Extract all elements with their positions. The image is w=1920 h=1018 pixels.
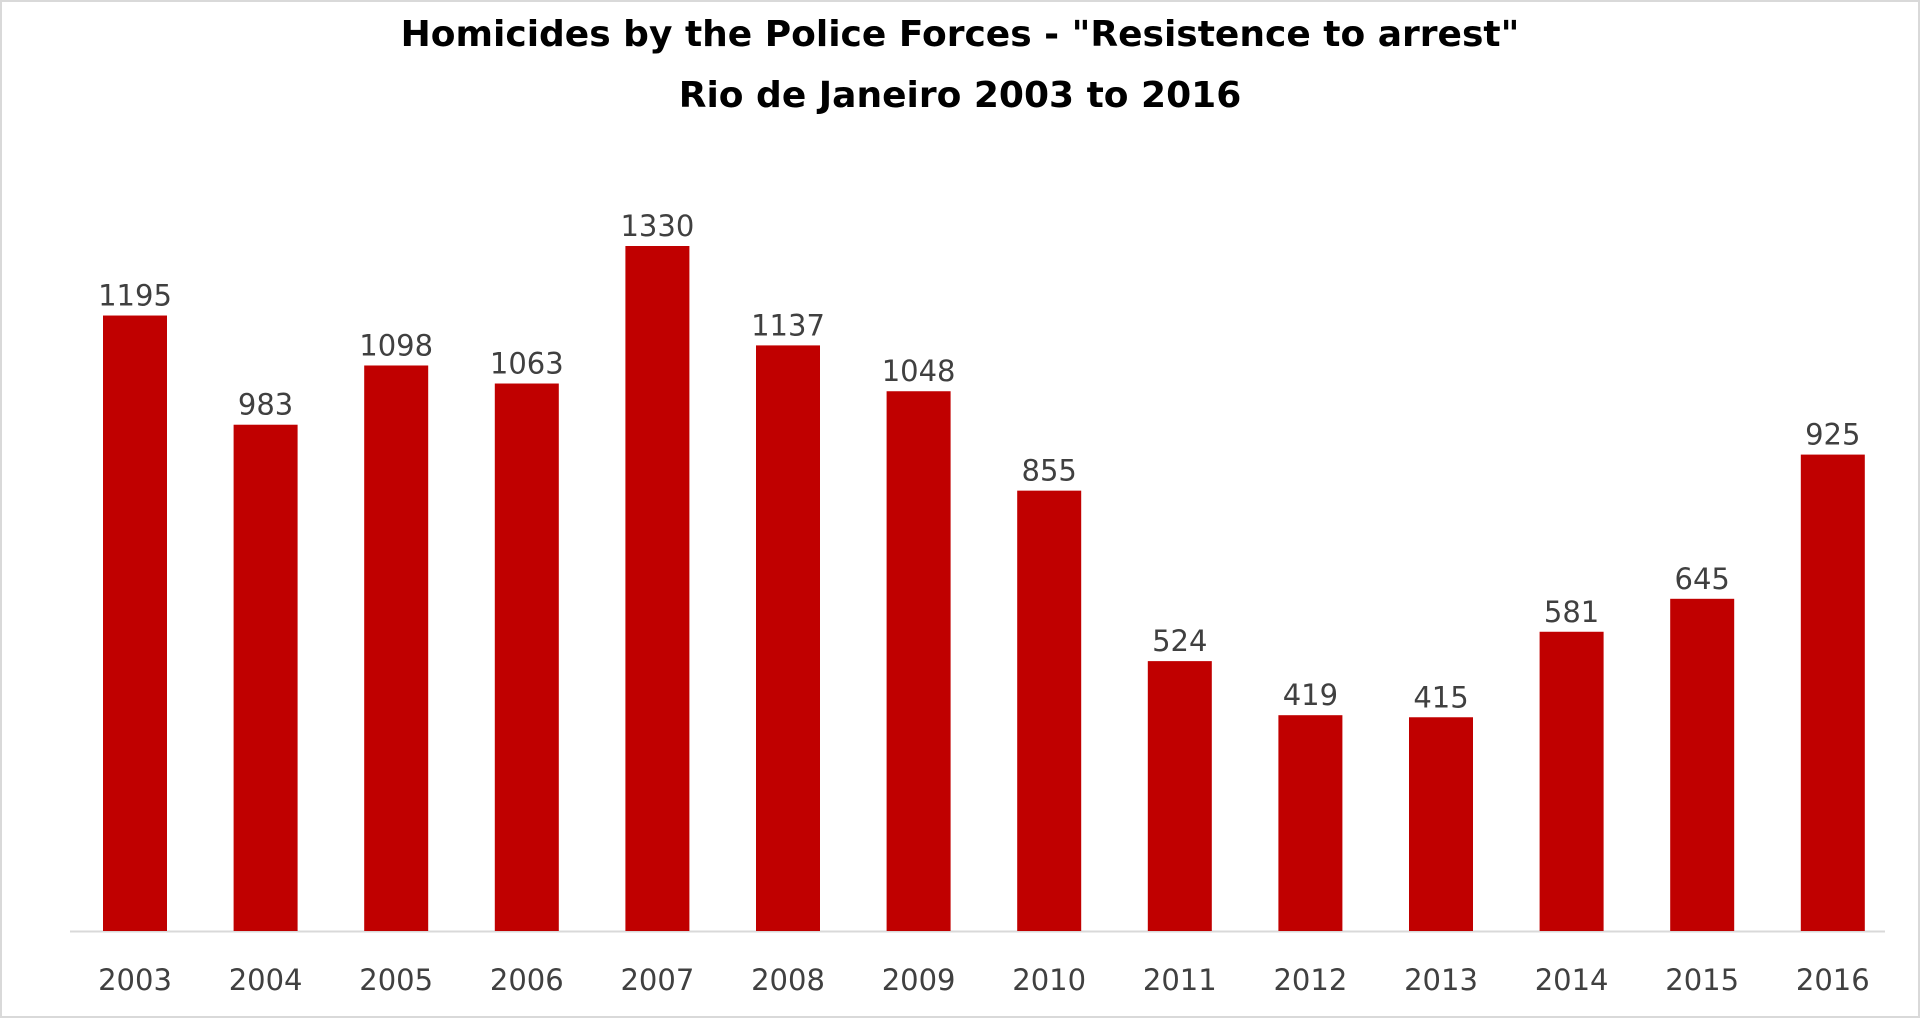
x-tick-label-2013: 2013 [1404, 963, 1478, 997]
bar-2011 [1147, 661, 1212, 931]
bar-2005 [364, 365, 429, 931]
bar-2013 [1409, 717, 1473, 931]
x-tick-label-2008: 2008 [751, 963, 825, 997]
chart-subtitle: Rio de Janeiro 2003 to 2016 [678, 75, 1242, 116]
chart-title: Homicides by the Police Forces - "Resist… [400, 14, 1520, 55]
bar-2003 [103, 315, 167, 931]
x-tick-label-2010: 2010 [1012, 963, 1086, 997]
data-label-2008: 1137 [751, 308, 825, 342]
x-tick-label-2016: 2016 [1796, 963, 1870, 997]
bar-2006 [494, 383, 559, 932]
data-label-2010: 855 [1022, 454, 1077, 488]
bar-2009 [886, 391, 951, 931]
bar-2016 [1800, 454, 1865, 931]
bar-2015 [1670, 598, 1735, 931]
bar-2004 [233, 424, 298, 931]
data-label-2014: 581 [1544, 595, 1599, 629]
data-label-2007: 1330 [620, 209, 694, 243]
bar-2012 [1278, 715, 1343, 931]
data-label-2016: 925 [1805, 418, 1860, 452]
bar-2008 [756, 345, 820, 932]
data-label-2015: 645 [1675, 562, 1730, 596]
x-tick-label-2003: 2003 [98, 963, 172, 997]
x-tick-label-2012: 2012 [1273, 963, 1347, 997]
bar-2014 [1539, 631, 1604, 931]
data-label-2006: 1063 [490, 347, 564, 381]
x-tick-label-2009: 2009 [882, 963, 956, 997]
data-label-2012: 419 [1283, 678, 1338, 712]
x-tick-label-2015: 2015 [1665, 963, 1739, 997]
data-label-2004: 983 [238, 388, 293, 422]
x-tick-label-2006: 2006 [490, 963, 564, 997]
x-tick-label-2004: 2004 [229, 963, 303, 997]
x-tick-label-2007: 2007 [620, 963, 694, 997]
x-tick-label-2005: 2005 [359, 963, 433, 997]
x-tick-label-2014: 2014 [1535, 963, 1609, 997]
x-tick-label-2011: 2011 [1143, 963, 1217, 997]
data-label-2009: 1048 [882, 354, 956, 388]
data-label-2003: 1195 [98, 279, 172, 313]
data-label-2005: 1098 [359, 328, 433, 362]
bar-2010 [1017, 490, 1082, 931]
data-label-2013: 415 [1413, 680, 1468, 714]
data-label-2011: 524 [1152, 624, 1207, 658]
bar-2007 [625, 246, 690, 931]
